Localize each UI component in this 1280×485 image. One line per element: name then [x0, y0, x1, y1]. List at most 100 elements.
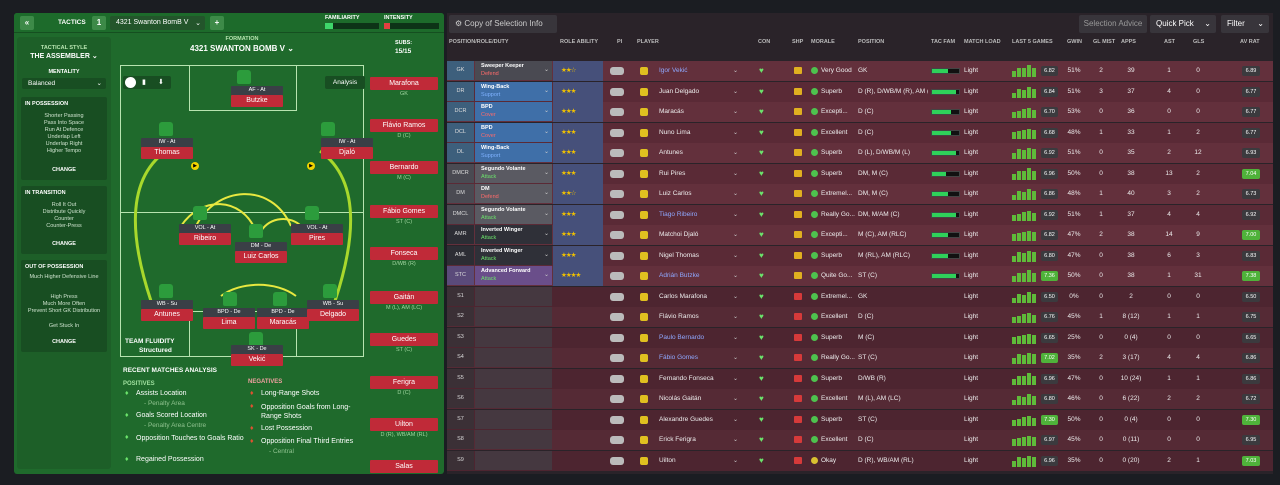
chevron-down-icon[interactable]: ⌄	[733, 68, 739, 74]
pitch-player[interactable]: SK - De Vekić	[231, 345, 283, 366]
row-position-slot[interactable]: S5	[447, 368, 474, 388]
row-role-duty[interactable]	[475, 348, 552, 367]
column-header[interactable]: GLS	[1193, 39, 1205, 45]
table-row[interactable]: S6 Nicolás Gaitán ⌄ ♥ Excellent M (L), AM (LC…	[447, 389, 1273, 409]
pi-toggle-icon[interactable]	[610, 67, 624, 75]
row-role-duty[interactable]: BPD Cover ⌄	[475, 102, 552, 121]
table-row[interactable]: DR Wing-Back Support ⌄ ★★★ Juan Delgado ⌄ ♥ Supe…	[447, 81, 1273, 102]
row-position-slot[interactable]: S4	[447, 348, 474, 367]
pitch-player[interactable]: WB - Su Delgado	[307, 300, 359, 321]
pi-toggle-icon[interactable]	[610, 87, 624, 96]
pitch-player[interactable]: IW - At Thomas	[141, 138, 193, 159]
row-role-duty[interactable]	[475, 286, 552, 306]
pi-toggle-icon[interactable]	[610, 169, 624, 178]
column-header[interactable]: PLAYER	[637, 39, 659, 45]
table-row[interactable]: S9 Uilton ⌄ ♥ Okay D (R), WB/AM (RL) Light 6.96…	[447, 450, 1273, 471]
player-name[interactable]: Maracás	[659, 108, 684, 115]
row-role-duty[interactable]: Wing-Back Support ⌄	[475, 143, 552, 162]
pi-toggle-icon[interactable]	[610, 251, 624, 260]
chevron-down-icon[interactable]: ⌄	[733, 293, 739, 300]
table-row[interactable]: DMCR Segundo Volante Attack ⌄ ★★★ Rui Pires ⌄ ♥…	[447, 163, 1273, 184]
row-role-duty[interactable]: Inverted Winger Attack ⌄	[475, 245, 552, 265]
table-row[interactable]: GK Sweeper Keeper Defend ⌄ ★★☆ Igor Vekić ⌄ ♥ Ve…	[447, 61, 1273, 81]
table-row[interactable]: DCL BPD Cover ⌄ ★★★ Nuno Lima ⌄ ♥ Excellent D (C)…	[447, 122, 1273, 143]
row-position-slot[interactable]: DCL	[447, 122, 474, 142]
chevron-down-icon[interactable]: ⌄	[733, 396, 739, 402]
pi-toggle-icon[interactable]	[610, 415, 624, 424]
row-position-slot[interactable]: S8	[447, 430, 474, 449]
row-role-duty[interactable]: DM Defend ⌄	[475, 184, 552, 203]
column-header[interactable]: AST	[1164, 39, 1175, 45]
pi-toggle-icon[interactable]	[610, 436, 624, 444]
sub-player[interactable]: Flávio Ramos D (C)	[370, 119, 438, 140]
sub-player[interactable]: Salas	[370, 460, 438, 473]
download-icon[interactable]: ⬇	[158, 79, 164, 86]
sub-player[interactable]: Bernardo M (C)	[370, 161, 438, 182]
row-role-duty[interactable]: Segundo Volante Attack ⌄	[475, 163, 552, 183]
player-name[interactable]: Antunes	[659, 149, 683, 156]
chevron-down-icon[interactable]: ⌄	[733, 375, 739, 382]
collapse-button[interactable]: «	[20, 16, 34, 30]
row-position-slot[interactable]: AMR	[447, 225, 474, 244]
pi-toggle-icon[interactable]	[610, 456, 624, 465]
tactic-name-dropdown[interactable]: 4321 Swanton BomB V ⌄	[110, 16, 205, 30]
pitch-player[interactable]: WB - Su Antunes	[141, 300, 193, 321]
pi-toggle-icon[interactable]	[610, 313, 624, 321]
out-of-possession-change-button[interactable]: CHANGE	[52, 339, 76, 345]
analysis-button[interactable]: Analysis	[325, 76, 365, 89]
pi-toggle-icon[interactable]	[610, 108, 624, 116]
sub-player[interactable]: Gaitán M (L), AM (LC)	[370, 291, 438, 312]
filter-button[interactable]: Filter ⌄	[1221, 15, 1269, 33]
chevron-down-icon[interactable]: ⌄	[733, 457, 739, 464]
player-name[interactable]: Rui Pires	[659, 169, 686, 177]
table-row[interactable]: DMCL Segundo Volante Attack ⌄ ★★★ Tiago Ribei…	[447, 204, 1273, 225]
chevron-down-icon[interactable]: ⌄	[733, 191, 739, 197]
chevron-down-icon[interactable]: ⌄	[733, 273, 739, 279]
row-role-duty[interactable]: Wing-Back Support ⌄	[475, 81, 552, 101]
player-name[interactable]: Paulo Bernardo	[659, 333, 705, 341]
table-row[interactable]: AMR Inverted Winger Attack ⌄ ★★★ Matchoi Djal…	[447, 225, 1273, 245]
pi-toggle-icon[interactable]	[610, 210, 624, 219]
row-role-duty[interactable]	[475, 409, 552, 429]
pi-toggle-icon[interactable]	[610, 292, 624, 301]
add-tactic-button[interactable]: +	[210, 16, 224, 30]
pi-toggle-icon[interactable]	[610, 354, 624, 362]
row-position-slot[interactable]: STC	[447, 266, 474, 285]
pitch-player[interactable]: BPD - De Maracás	[257, 308, 309, 329]
row-position-slot[interactable]: AML	[447, 245, 474, 265]
chevron-down-icon[interactable]: ⌄	[733, 252, 739, 259]
chevron-down-icon[interactable]: ⌄	[733, 232, 739, 238]
row-role-duty[interactable]	[475, 327, 552, 347]
view-dropdown[interactable]: ⚙ Copy of Selection Info	[449, 15, 557, 33]
chevron-down-icon[interactable]: ⌄	[733, 355, 739, 361]
in-transition-change-button[interactable]: CHANGE	[52, 241, 76, 247]
row-position-slot[interactable]: DMCL	[447, 204, 474, 224]
quick-pick-button[interactable]: Quick Pick ⌄	[1150, 15, 1216, 33]
pi-toggle-icon[interactable]	[610, 374, 624, 383]
row-role-duty[interactable]: Segundo Volante Attack ⌄	[475, 204, 552, 224]
row-role-duty[interactable]	[475, 450, 552, 470]
formation-view-toggle[interactable]: ▮ ⬇	[123, 76, 171, 89]
tactic-slot-button[interactable]: 1	[92, 16, 106, 30]
row-role-duty[interactable]	[475, 430, 552, 449]
row-role-duty[interactable]	[475, 389, 552, 408]
column-header[interactable]: MATCH LOAD	[964, 39, 1001, 45]
row-role-duty[interactable]: Sweeper Keeper Defend ⌄	[475, 61, 552, 80]
table-row[interactable]: S5 Fernando Fonseca ⌄ ♥ Superb D/WB (R) Light 6…	[447, 368, 1273, 389]
table-row[interactable]: DL Wing-Back Support ⌄ ★★★ Antunes ⌄ ♥ Superb D (…	[447, 143, 1273, 163]
tactical-style-dropdown[interactable]: THE ASSEMBLER ⌄	[17, 52, 111, 60]
player-name[interactable]: Juan Delgado	[659, 87, 700, 95]
selection-advice-button[interactable]: Selection Advice	[1079, 15, 1147, 33]
player-name[interactable]: Luiz Carlos	[659, 190, 692, 197]
pi-toggle-icon[interactable]	[610, 128, 624, 137]
table-row[interactable]: S8 Erick Ferigra ⌄ ♥ Excellent D (C) Light 6.97…	[447, 430, 1273, 450]
table-row[interactable]: S7 Alexandre Guedes ⌄ ♥ Superb ST (C) Light 7.3…	[447, 409, 1273, 430]
player-name[interactable]: Igor Vekić	[659, 67, 688, 74]
row-position-slot[interactable]: DMCR	[447, 163, 474, 183]
chevron-down-icon[interactable]: ⌄	[733, 109, 739, 115]
player-name[interactable]: Fábio Gomes	[659, 354, 699, 361]
pi-toggle-icon[interactable]	[610, 149, 624, 157]
table-row[interactable]: DM DM Defend ⌄ ★★☆ Luiz Carlos ⌄ ♥ Extremel... DM…	[447, 184, 1273, 204]
table-row[interactable]: AML Inverted Winger Attack ⌄ ★★★ Nigel Thomas…	[447, 245, 1273, 266]
column-header[interactable]: CON	[758, 39, 771, 45]
